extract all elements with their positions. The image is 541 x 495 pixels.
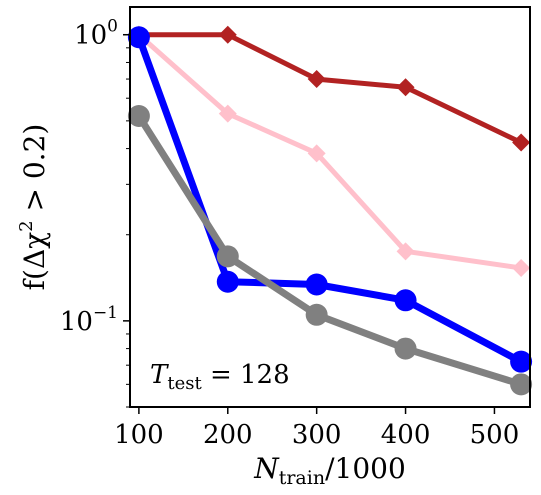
series-0-point-4 xyxy=(512,133,531,152)
y-axis-label-sup: 2 xyxy=(16,220,37,231)
series-0-point-2 xyxy=(307,70,326,89)
x-axis-label-sub: train xyxy=(279,467,325,489)
series-1-line xyxy=(137,32,522,271)
series-2-point-3 xyxy=(394,289,417,312)
series-3-point-2 xyxy=(305,303,328,326)
x-tick-label-3: 400 xyxy=(381,420,431,450)
series-2-point-2 xyxy=(305,273,328,296)
annotation-main: T xyxy=(150,360,169,390)
series-0-point-3 xyxy=(396,78,415,97)
series-2-point-1 xyxy=(216,270,239,293)
series-1-point-2 xyxy=(307,144,326,163)
series-3-line xyxy=(135,114,523,388)
series-2-point-0 xyxy=(127,26,150,49)
series-3-point-1 xyxy=(216,245,239,268)
series-2-point-4 xyxy=(510,350,533,373)
annotation-sub: test xyxy=(167,373,202,394)
series-3-point-3 xyxy=(394,337,417,360)
x-axis-label: Ntrain/1000 xyxy=(253,452,406,489)
series-2 xyxy=(127,26,533,373)
x-axis-label-rest: /1000 xyxy=(325,452,406,485)
y-axis-label: f(Δχ2 > 0.2) xyxy=(16,124,51,291)
annotation-rest: = 128 xyxy=(202,360,290,390)
y-axis-label-prefix: f(Δχ xyxy=(18,232,51,291)
series-3-point-4 xyxy=(510,373,533,396)
series-0 xyxy=(129,25,531,152)
series-0-point-1 xyxy=(218,25,237,44)
y-tick-label-0: 100 xyxy=(74,17,118,51)
series-1-point-3 xyxy=(396,242,415,261)
y-tick-label-1: 10−1 xyxy=(60,303,118,337)
x-axis-label-main: N xyxy=(253,452,280,485)
plot-frame xyxy=(129,6,531,408)
series-3 xyxy=(127,104,533,396)
series-layer xyxy=(127,25,533,396)
y-axis-label-suffix: > 0.2) xyxy=(18,124,51,221)
x-tick-label-1: 200 xyxy=(203,420,253,450)
series-1-point-1 xyxy=(218,104,237,123)
tick-layer: 100 200 300 400 500 100 10−1 xyxy=(60,17,519,450)
annotation-text: Ttest = 128 xyxy=(150,360,290,394)
series-3-point-0 xyxy=(127,104,150,127)
x-tick-label-2: 300 xyxy=(292,420,342,450)
x-tick-label-0: 100 xyxy=(114,420,164,450)
series-1 xyxy=(129,25,531,278)
x-tick-label-4: 500 xyxy=(470,420,520,450)
series-1-point-4 xyxy=(512,259,531,278)
